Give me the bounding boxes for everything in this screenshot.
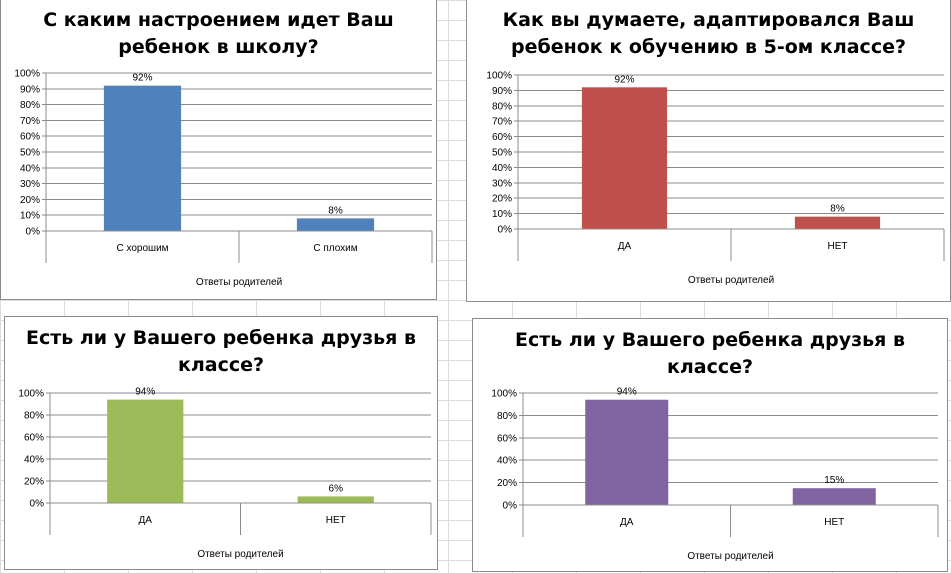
y-tick-label: 60% [24, 433, 44, 444]
data-label: 8% [328, 205, 343, 216]
chart-title-line-2: ребенок к обучению в 5-ом классе? [510, 36, 906, 58]
y-tick-label: 40% [24, 455, 44, 466]
y-tick-label: 80% [24, 411, 44, 422]
y-tick-label: 90% [20, 84, 40, 95]
y-tick-label: 100% [14, 69, 40, 80]
bar-chart: 0% 20% 40% 60% 80% 100% 94% ДА 15% НЕТ Ответы роди… [491, 387, 939, 562]
x-axis-title: Ответы родителей [196, 277, 282, 288]
y-tick-label: 0% [503, 501, 518, 512]
bar-chart: 0% 20% 40% 60% 80% 100% 94% ДА 6% НЕТ Ответы родит… [18, 387, 432, 560]
x-tick-label: НЕТ [326, 515, 346, 526]
y-tick-label: 20% [497, 478, 517, 489]
chart-title-line-1: Как вы думаете, адаптировался Ваш [502, 9, 915, 31]
x-tick-label: НЕТ [828, 241, 848, 252]
x-tick-label: С плохим [313, 243, 357, 254]
bar-chart: 0% 10% 20% 30% 40% 50% 60% 70% 80% 90% 100% 92% ДА 8%… [486, 71, 945, 286]
x-tick-label: ДА [618, 241, 632, 252]
chart-panel-friends-1: Есть ли у Вашего ребенка друзья в классе… [4, 316, 438, 570]
y-tick-label: 90% [492, 86, 512, 97]
y-tick-label: 20% [20, 195, 40, 206]
bar [585, 399, 669, 505]
data-label: 94% [617, 387, 637, 398]
data-label: 8% [830, 204, 845, 215]
bar [103, 85, 182, 231]
y-tick-label: 10% [492, 209, 512, 220]
x-tick-label: НЕТ [824, 517, 844, 528]
chart-title-line-2: классе? [666, 356, 754, 378]
y-tick-label: 40% [497, 456, 517, 467]
y-tick-label: 50% [492, 148, 512, 159]
y-tick-label: 60% [492, 132, 512, 143]
chart-panel-adaptation: Как вы думаете, адаптировался Ваш ребено… [466, 0, 951, 302]
y-tick-label: 80% [20, 100, 40, 111]
y-tick-label: 100% [486, 71, 512, 82]
x-tick-label: ДА [139, 515, 153, 526]
y-tick-label: 40% [492, 163, 512, 174]
data-label: 92% [132, 73, 152, 84]
bar [296, 218, 375, 231]
bar [794, 216, 881, 229]
y-tick-label: 60% [497, 433, 517, 444]
chart-panel-friends-2: Есть ли у Вашего ребенка друзья в классе… [472, 318, 948, 572]
y-tick-label: 60% [20, 132, 40, 143]
y-tick-label: 30% [20, 179, 40, 190]
bar [581, 87, 668, 229]
chart-panel-mood: С каким настроением идет Ваш ребенок в ш… [0, 0, 437, 300]
x-axis-title: Ответы родителей [688, 275, 774, 286]
y-tick-label: 50% [20, 148, 40, 159]
y-tick-label: 40% [20, 163, 40, 174]
y-tick-label: 0% [498, 225, 513, 236]
chart-title: Есть ли у Вашего ребенка друзья в классе… [5, 325, 437, 379]
data-label: 6% [329, 483, 344, 494]
bar [297, 496, 374, 503]
y-tick-label: 70% [20, 116, 40, 127]
data-label: 15% [824, 475, 844, 486]
bar-chart: 0% 10% 20% 30% 40% 50% 60% 70% 80% 90% 100% 92% С хо… [14, 69, 433, 288]
chart-title: Как вы думаете, адаптировался Ваш ребено… [467, 7, 950, 61]
y-tick-label: 0% [26, 227, 41, 238]
chart-title: Есть ли у Вашего ребенка друзья в классе… [473, 327, 947, 381]
bar [107, 399, 184, 503]
chart-title-line-1: С каким настроением идет Ваш [43, 9, 394, 31]
y-tick-label: 80% [497, 411, 517, 422]
y-tick-label: 0% [30, 499, 45, 510]
chart-title-line-2: классе? [177, 354, 265, 376]
chart-title: С каким настроением идет Ваш ребенок в ш… [1, 7, 436, 61]
y-tick-label: 80% [492, 101, 512, 112]
x-tick-label: С хорошим [116, 243, 168, 254]
data-label: 92% [614, 74, 634, 85]
y-tick-label: 20% [492, 194, 512, 205]
x-tick-label: ДА [620, 517, 634, 528]
y-tick-label: 30% [492, 178, 512, 189]
x-axis-title: Ответы родителей [687, 551, 773, 562]
y-tick-label: 70% [492, 117, 512, 128]
chart-title-line-1: Есть ли у Вашего ребенка друзья в [514, 329, 905, 351]
y-tick-label: 100% [491, 389, 517, 400]
chart-title-line-2: ребенок в школу? [118, 36, 319, 58]
x-axis-title: Ответы родителей [197, 549, 283, 560]
y-tick-label: 20% [24, 477, 44, 488]
chart-title-line-1: Есть ли у Вашего ребенка друзья в [25, 327, 416, 349]
data-label: 94% [135, 387, 155, 398]
y-tick-label: 10% [20, 211, 40, 222]
bar [792, 488, 876, 505]
y-tick-label: 100% [18, 389, 44, 400]
